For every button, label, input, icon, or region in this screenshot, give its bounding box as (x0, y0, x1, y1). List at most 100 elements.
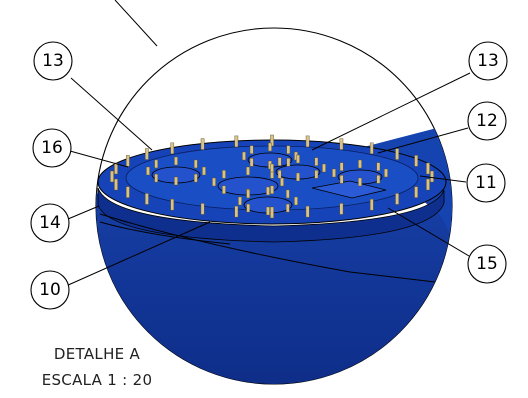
bolt (339, 138, 344, 150)
leader-14 (67, 205, 100, 220)
balloon-12-label: 12 (476, 111, 498, 131)
bolt (395, 148, 399, 160)
bolt (212, 177, 216, 187)
bolt (249, 145, 254, 154)
bolt (280, 177, 284, 187)
bolt (270, 185, 274, 194)
leader-13-left (70, 77, 153, 151)
balloon-14-label: 14 (39, 213, 61, 233)
bolt (170, 142, 175, 155)
bolt (270, 163, 274, 173)
bolt (430, 170, 434, 183)
leader-15 (387, 207, 470, 257)
bolt (266, 206, 270, 216)
bolt (314, 157, 319, 166)
bolt (174, 176, 178, 186)
bolt (426, 162, 430, 175)
balloon-13-left-label: 13 (42, 51, 64, 71)
bolt (246, 166, 250, 176)
bolt (154, 173, 159, 183)
bolt (242, 151, 246, 161)
bolt (296, 154, 300, 164)
bolt (154, 159, 159, 169)
bolt (369, 198, 374, 211)
bolt (414, 155, 418, 167)
bolt (114, 178, 118, 191)
balloon-15-label: 15 (476, 254, 498, 274)
bolt (193, 159, 198, 169)
bolt (332, 168, 336, 178)
bolt (200, 203, 205, 215)
bolt-group (110, 134, 434, 219)
bolt (114, 162, 118, 175)
bolt (277, 157, 282, 166)
bolt (170, 198, 175, 211)
leader-11 (419, 175, 467, 183)
bolt (286, 145, 291, 154)
bolt (339, 203, 344, 215)
detail-leader-line (114, 0, 158, 47)
leader-16 (69, 150, 129, 168)
bolt (246, 189, 251, 199)
bolt (270, 134, 274, 147)
bolt (285, 189, 290, 199)
balloon-16-label: 16 (41, 138, 63, 158)
detail-caption-title: DETALHE A (53, 345, 141, 363)
bolt (339, 175, 344, 184)
leader-13-right (311, 72, 471, 151)
bolt (305, 135, 310, 148)
bolt (193, 173, 198, 183)
bolt (234, 135, 239, 148)
bolt (266, 186, 270, 196)
detail-caption-scale: ESCALA 1 : 20 (41, 371, 153, 389)
bolt (384, 168, 388, 178)
body-contour-line (99, 213, 452, 286)
bolt (296, 172, 300, 182)
bolt (174, 156, 178, 166)
bolt (339, 162, 344, 171)
balloon-14: 14 (30, 203, 70, 243)
balloon-13-right-label: 13 (477, 51, 499, 71)
bolt (322, 163, 326, 173)
balloon-16: 16 (32, 128, 72, 168)
balloon-11-label: 11 (475, 173, 497, 193)
balloon-11: 11 (466, 163, 506, 203)
bolt (358, 177, 362, 187)
bolt (145, 193, 149, 205)
bolt (286, 158, 291, 167)
bolt (126, 186, 130, 198)
bolt (202, 166, 206, 176)
tank-body (96, 120, 452, 384)
bolt (238, 196, 242, 206)
bolt (200, 138, 205, 150)
bolt (294, 196, 298, 206)
leader-12 (377, 127, 469, 154)
bolt (414, 186, 418, 198)
leader-10 (65, 221, 211, 287)
balloon-13-left: 13 (33, 41, 73, 81)
bolt (358, 159, 362, 169)
balloon-13-right: 13 (468, 41, 508, 81)
bolt (285, 203, 290, 213)
balloon-10: 10 (30, 270, 70, 310)
bolt (314, 170, 319, 179)
balloon-15: 15 (467, 244, 507, 284)
balloon-10-label: 10 (39, 280, 61, 300)
bolt (249, 158, 254, 167)
tank-model (96, 120, 452, 384)
bolt (222, 185, 226, 194)
body-contour-line-2 (99, 221, 231, 245)
balloon-12: 12 (467, 101, 507, 141)
bolt (234, 205, 239, 218)
bolt (369, 142, 374, 155)
leader-lines (65, 72, 471, 287)
bolt (395, 193, 399, 205)
bolt (110, 170, 114, 183)
manhole-cover (311, 180, 387, 199)
bolt (145, 148, 149, 160)
bolt (222, 170, 226, 179)
bolt (376, 162, 381, 171)
bolt (270, 206, 274, 219)
bolt (376, 175, 381, 184)
